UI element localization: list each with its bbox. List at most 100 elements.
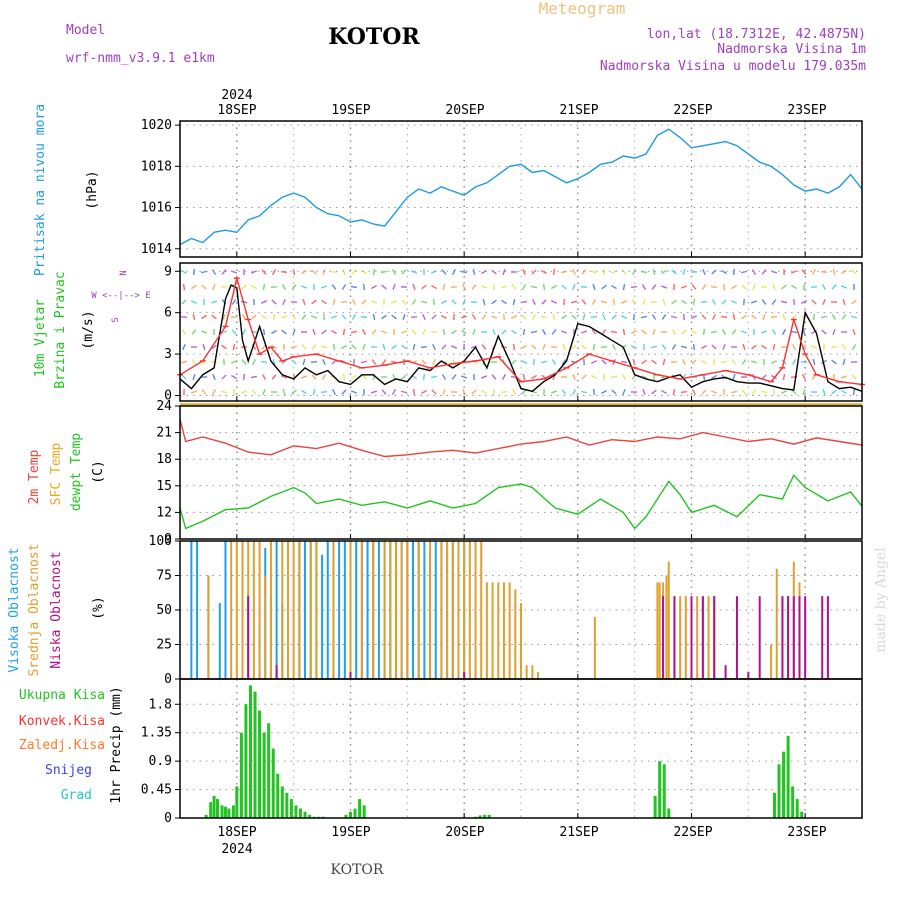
precip_total-bar bbox=[239, 732, 243, 818]
pressure-frame bbox=[179, 120, 863, 258]
model-name: wrf-nmm_v3.9.1 e1km bbox=[66, 51, 215, 66]
wind-direction-arrow bbox=[380, 330, 388, 334]
cloud-ylabel-low: Niska Oblacnost bbox=[49, 551, 64, 668]
wind-direction-arrow bbox=[281, 359, 287, 365]
mid_cloud-bar bbox=[235, 541, 238, 679]
wind-direction-arrow bbox=[820, 315, 828, 319]
wind-direction-arrow bbox=[442, 388, 446, 396]
wind-direction-arrow bbox=[272, 358, 276, 366]
low_cloud-bar bbox=[724, 665, 727, 679]
wind-direction-arrow bbox=[331, 329, 337, 335]
wind-direction-arrow bbox=[831, 314, 837, 320]
wind-direction-arrow bbox=[250, 375, 258, 379]
low_cloud-bar bbox=[821, 596, 824, 679]
wind-direction-arrow bbox=[392, 283, 396, 291]
wind-direction-arrow bbox=[571, 344, 577, 350]
mid_cloud-bar bbox=[406, 541, 409, 679]
wind-direction-arrow bbox=[221, 344, 227, 350]
mid_cloud-bar bbox=[679, 596, 682, 679]
precip_total-bar bbox=[653, 795, 657, 818]
wind-direction-arrow bbox=[632, 358, 636, 366]
mid_cloud-bar bbox=[389, 541, 392, 679]
wind-direction-arrow bbox=[382, 343, 386, 351]
low_cloud-bar bbox=[690, 596, 693, 679]
wind-direction-arrow bbox=[661, 344, 667, 350]
wind-direction-arrow bbox=[432, 358, 436, 366]
wind-direction-arrow bbox=[560, 330, 568, 334]
precip_total-bar bbox=[298, 808, 302, 818]
wind-direction-arrow bbox=[791, 284, 797, 290]
wind-direction-arrow bbox=[550, 390, 558, 394]
wind-direction-arrow bbox=[441, 344, 447, 350]
wind-direction-arrow bbox=[571, 314, 577, 320]
wind-direction-arrow bbox=[262, 388, 266, 396]
meteogram-label: Meteogram bbox=[539, 0, 626, 18]
wind-direction-arrow bbox=[440, 300, 448, 304]
wind-direction-arrow bbox=[692, 343, 696, 351]
wind-direction-arrow bbox=[261, 374, 267, 380]
wind-direction-arrow bbox=[222, 313, 226, 321]
wind-direction-arrow bbox=[841, 344, 847, 350]
wind-direction-arrow bbox=[472, 268, 476, 276]
wind-direction-arrow bbox=[780, 300, 788, 304]
low_cloud-bar bbox=[735, 596, 738, 679]
wind-direction-arrow bbox=[752, 283, 756, 291]
compass-west-east: W <--|--> E bbox=[91, 291, 151, 301]
wind-direction-arrow bbox=[842, 358, 846, 366]
wind-direction-arrow bbox=[412, 388, 416, 396]
y-tick-label: 0.45 bbox=[141, 783, 172, 798]
wind-direction-arrow bbox=[271, 269, 277, 275]
wind-direction-arrow bbox=[511, 389, 517, 395]
wind-direction-arrow bbox=[241, 284, 247, 290]
precip_total-bar bbox=[353, 808, 357, 818]
precip-legend-total: Ukupna Kisa bbox=[19, 688, 105, 703]
low_cloud-bar bbox=[781, 596, 784, 679]
high_cloud-bar bbox=[190, 541, 193, 679]
wind-direction-arrow bbox=[711, 344, 717, 350]
wind-direction-arrow bbox=[321, 374, 327, 380]
wind_speed-line bbox=[179, 284, 863, 393]
mid_cloud-bar bbox=[770, 644, 773, 679]
cloud-unit: (%) bbox=[91, 596, 106, 619]
top-day-label: 21SEP bbox=[559, 103, 598, 118]
wind-direction-arrow bbox=[451, 374, 457, 380]
wind-direction-arrow bbox=[492, 328, 496, 336]
wind-direction-arrow bbox=[630, 345, 638, 349]
wind-direction-arrow bbox=[301, 314, 307, 320]
wind-direction-arrow bbox=[651, 389, 657, 395]
mid_cloud-bar bbox=[491, 582, 494, 679]
wind-direction-arrow bbox=[720, 315, 728, 319]
wind-direction-arrow bbox=[691, 284, 697, 290]
high_cloud-bar bbox=[338, 541, 341, 679]
wind-direction-arrow bbox=[581, 299, 587, 305]
y-tick-label: 21 bbox=[156, 426, 172, 441]
wind-direction-arrow bbox=[771, 329, 777, 335]
precip-legend-frozen: Zaledj.Kisa bbox=[19, 738, 105, 753]
precip_total-bar bbox=[487, 814, 491, 818]
mid_cloud-bar bbox=[514, 589, 517, 679]
wind-direction-arrow bbox=[311, 269, 317, 275]
wind-direction-arrow bbox=[651, 284, 657, 290]
mid_cloud-bar bbox=[658, 582, 661, 679]
wind-direction-arrow bbox=[242, 313, 246, 321]
wind-direction-arrow bbox=[851, 269, 857, 275]
wind-direction-arrow bbox=[640, 375, 648, 379]
wind-direction-arrow bbox=[532, 358, 536, 366]
wind-direction-arrow bbox=[671, 344, 677, 350]
wind-direction-arrow bbox=[541, 329, 547, 335]
wind-direction-arrow bbox=[330, 315, 338, 319]
wind-direction-arrow bbox=[552, 268, 556, 276]
precip-panel: 0 0.45 0.9 1.35 1.8 bbox=[141, 678, 863, 826]
wind-direction-arrow bbox=[621, 374, 627, 380]
wind-direction-arrow bbox=[650, 345, 658, 349]
precip-frame bbox=[179, 678, 863, 819]
wind-direction-arrow bbox=[251, 389, 257, 395]
low_cloud-bar bbox=[673, 596, 676, 679]
wind-direction-arrow bbox=[680, 345, 688, 349]
wind-direction-arrow bbox=[241, 359, 247, 365]
precip_total-bar bbox=[772, 792, 776, 818]
mid_cloud-bar bbox=[525, 665, 528, 679]
wind-direction-arrow bbox=[371, 329, 377, 335]
wind-direction-arrow bbox=[361, 329, 367, 335]
wind-direction-arrow bbox=[532, 314, 536, 320]
